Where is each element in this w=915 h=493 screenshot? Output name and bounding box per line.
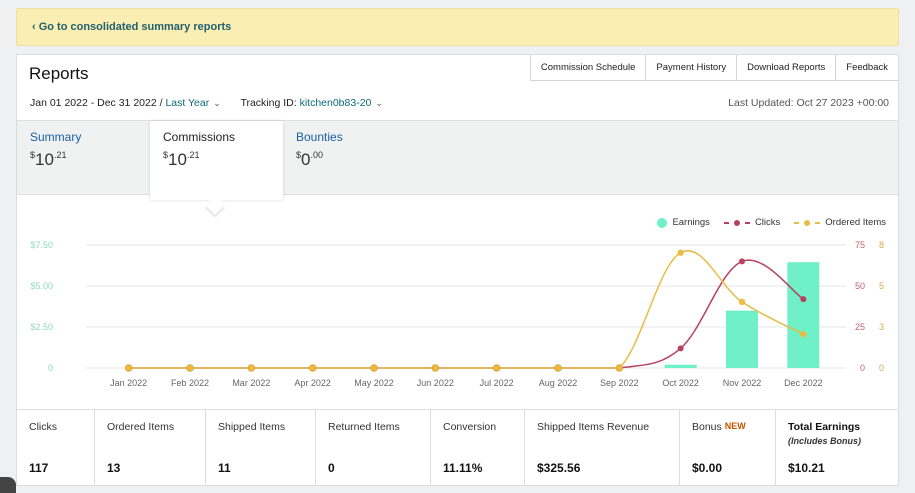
ordered-items-point: [431, 364, 440, 372]
ordered-items-point: [615, 364, 624, 372]
right-tick-label-clicks: 0: [860, 363, 865, 373]
ordered-items-point: [247, 364, 256, 372]
earnings-bar: [664, 364, 697, 368]
ordered-items-point: [800, 330, 807, 338]
date-preset-dropdown[interactable]: Last Year: [165, 97, 210, 109]
ordered-items-point: [738, 298, 746, 306]
stat-shipped-items: Shipped Items 11: [206, 410, 316, 485]
tab-value: $10.21: [30, 150, 67, 169]
tab-summary[interactable]: Summary $10.21: [17, 121, 150, 196]
right-tick-label-ordered: 5: [879, 281, 884, 291]
ordered-items-point: [186, 364, 194, 372]
right-tick-label-ordered: 0: [879, 363, 884, 373]
stat-conversion: Conversion 11.11%: [431, 410, 525, 485]
x-tick-label: Aug 2022: [539, 378, 578, 388]
x-tick-label: May 2022: [354, 378, 394, 388]
download-reports-link[interactable]: Download Reports: [736, 55, 836, 81]
right-tick-label-clicks: 75: [855, 240, 865, 250]
commission-schedule-link[interactable]: Commission Schedule: [529, 55, 646, 81]
ordered-items-point: [370, 364, 378, 372]
x-tick-label: Oct 2022: [662, 378, 699, 388]
ordered-items-point: [554, 364, 562, 372]
x-tick-label: Apr 2022: [294, 378, 331, 388]
consolidated-summary-link[interactable]: ‹ Go to consolidated summary reports: [32, 21, 232, 33]
stat-returned-items: Returned Items 0: [316, 410, 431, 485]
legend-ordered-items[interactable]: Ordered Items: [794, 217, 886, 228]
tab-bounties[interactable]: Bounties $0.00: [283, 121, 416, 196]
ordered-items-point: [124, 364, 133, 372]
x-tick-label: Mar 2022: [232, 378, 270, 388]
tab-value: $10.21: [163, 150, 200, 169]
tab-commissions[interactable]: Commissions $10.21: [150, 121, 283, 200]
stats-row: Clicks 117 Ordered Items 13 Shipped Items 1…: [17, 409, 898, 485]
clicks-point: [739, 258, 745, 265]
ordered-items-point: [308, 364, 317, 372]
clicks-point: [677, 345, 684, 352]
feedback-link[interactable]: Feedback: [835, 55, 898, 81]
new-badge: NEW: [724, 421, 746, 431]
right-tick-label-clicks: 25: [855, 322, 865, 332]
chevron-down-icon[interactable]: ⌄: [375, 98, 383, 108]
top-nav: Commission Schedule Payment History Down…: [529, 55, 898, 81]
x-tick-label: Jan 2022: [110, 378, 147, 388]
page-title: Reports: [29, 64, 89, 83]
right-tick-label-ordered: 8: [879, 240, 884, 250]
left-tick-label: $7.50: [30, 240, 53, 250]
legend-earnings[interactable]: Earnings: [657, 217, 710, 228]
last-updated: Last Updated: Oct 27 2023 +00:00: [728, 97, 889, 109]
chevron-down-icon[interactable]: ⌄: [213, 98, 221, 108]
chart-legend: Earnings Clicks Ordered Items: [657, 217, 886, 228]
tab-label: Summary: [30, 130, 82, 144]
consolidated-banner: ‹ Go to consolidated summary reports: [16, 8, 899, 46]
stat-bonus: Bonus NEW $0.00: [680, 410, 776, 485]
stat-total-earnings: Total Earnings (Includes Bonus) $10.21: [788, 421, 862, 475]
tab-label: Bounties: [296, 130, 343, 144]
tracking-id-dropdown[interactable]: kitchen0b83-20: [299, 97, 372, 109]
ordered-items-line: [128, 250, 804, 369]
earnings-bar: [726, 310, 758, 368]
summary-tabs: Summary $10.21 Commissions $10.21 Bounti…: [17, 120, 898, 200]
legend-clicks[interactable]: Clicks: [723, 217, 780, 228]
left-tick-label: 0: [48, 363, 53, 373]
clicks-line: [128, 259, 804, 369]
earnings-chart: 0 $2.50 $5.00 $7.50 0 25 50 75 0 3 5 8 Jan 2022 Feb 2…: [30, 240, 884, 388]
left-tick-label: $5.00: [30, 281, 53, 291]
tab-value: $0.00: [296, 150, 323, 169]
filters-row: Jan 01 2022 - Dec 31 2022 / Last Year ⌄ T…: [30, 97, 383, 109]
reports-card: Reports Commission Schedule Payment Hist…: [16, 54, 899, 486]
ordered-items-point: [492, 364, 501, 372]
x-tick-label: Jun 2022: [417, 378, 454, 388]
x-tick-label: Jul 2022: [480, 378, 514, 388]
earnings-bar: [787, 262, 820, 368]
help-widget-icon[interactable]: [0, 477, 16, 493]
stat-shipped-revenue: Shipped Items Revenue $325.56: [525, 410, 680, 485]
left-tick-label: $2.50: [30, 322, 53, 332]
tracking-id-label: Tracking ID:: [240, 97, 297, 109]
clicks-point: [800, 296, 807, 303]
x-tick-label: Nov 2022: [723, 378, 762, 388]
x-tick-label: Sep 2022: [600, 378, 639, 388]
x-tick-label: Feb 2022: [171, 378, 209, 388]
stat-clicks: Clicks 117: [17, 410, 95, 485]
ordered-items-point: [677, 249, 684, 256]
tab-label: Commissions: [163, 130, 236, 144]
date-range-text: Jan 01 2022 - Dec 31 2022 /: [30, 97, 163, 109]
right-tick-label-clicks: 50: [855, 281, 865, 291]
stat-ordered-items: Ordered Items 13: [95, 410, 206, 485]
right-tick-label-ordered: 3: [879, 322, 884, 332]
x-tick-label: Dec 2022: [784, 378, 823, 388]
payment-history-link[interactable]: Payment History: [645, 55, 737, 81]
